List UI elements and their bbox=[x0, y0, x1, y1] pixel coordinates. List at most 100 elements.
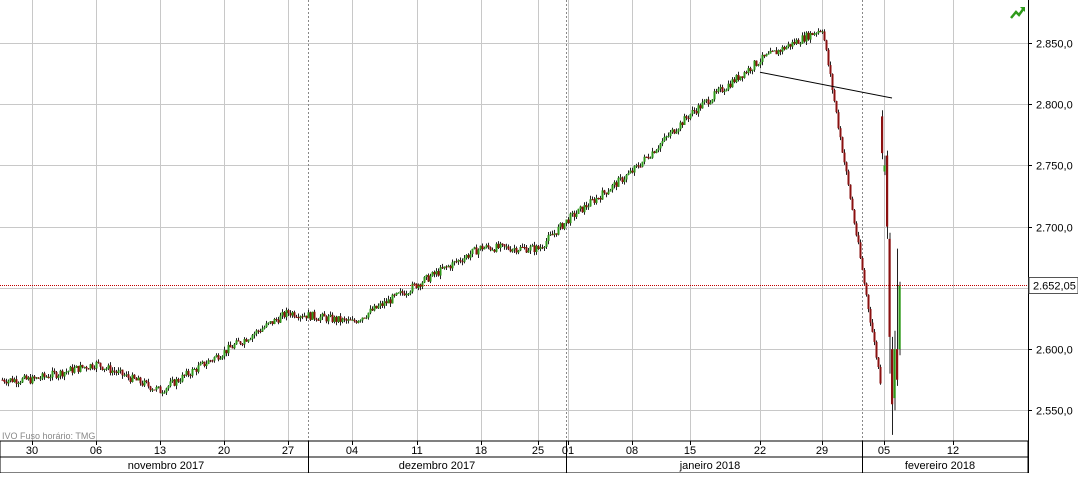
candle-body bbox=[41, 373, 44, 379]
candle-body bbox=[357, 320, 360, 323]
candle-body bbox=[765, 54, 768, 57]
candle-body bbox=[471, 248, 474, 255]
candle-body bbox=[651, 151, 654, 158]
candle-body bbox=[197, 365, 200, 372]
candle-body bbox=[421, 282, 424, 287]
candle-body bbox=[583, 205, 586, 213]
candle-body bbox=[243, 339, 246, 345]
candle-body bbox=[335, 316, 338, 322]
candle-body bbox=[485, 245, 488, 248]
candle-body bbox=[57, 375, 60, 378]
candle-body bbox=[393, 294, 396, 296]
candle-body bbox=[653, 151, 656, 154]
candle-body bbox=[35, 377, 38, 379]
candle-body bbox=[333, 316, 336, 322]
candle-body bbox=[7, 380, 10, 384]
candle-body bbox=[717, 88, 720, 92]
candle-body bbox=[299, 316, 302, 319]
candle-body bbox=[473, 247, 476, 249]
candle-body bbox=[533, 245, 536, 252]
candle-body bbox=[131, 374, 134, 382]
candle-body bbox=[691, 110, 694, 115]
candle-body bbox=[855, 223, 858, 236]
candle-body bbox=[479, 245, 482, 250]
candle-body bbox=[337, 316, 340, 322]
x-tick-label: 15 bbox=[684, 445, 696, 457]
candle-body bbox=[467, 255, 470, 258]
candle-body bbox=[137, 377, 140, 381]
timezone-info: IVO Fuso horário: TMG bbox=[2, 431, 95, 441]
candle-body bbox=[229, 344, 232, 348]
candle-body bbox=[561, 223, 564, 229]
candle-body bbox=[355, 321, 358, 323]
candle-body bbox=[77, 365, 80, 372]
candle-body bbox=[173, 379, 176, 386]
candle-body bbox=[701, 102, 704, 109]
candle-body bbox=[105, 368, 108, 370]
candle-body bbox=[711, 99, 714, 103]
candle-body bbox=[59, 370, 62, 376]
candle-body bbox=[817, 30, 820, 34]
y-tick-label: 2.600,0 bbox=[1036, 345, 1073, 357]
candle-body bbox=[367, 312, 370, 318]
candle-body bbox=[147, 382, 150, 387]
candle-body bbox=[687, 118, 690, 120]
candle-body bbox=[51, 370, 54, 378]
candle-body bbox=[177, 379, 180, 382]
candle-body bbox=[119, 369, 122, 371]
candle-body bbox=[675, 131, 678, 134]
x-tick-label: 25 bbox=[532, 445, 544, 457]
candle-body bbox=[223, 350, 226, 357]
candle-body bbox=[349, 319, 352, 321]
candle-body bbox=[153, 389, 156, 391]
candle-body bbox=[67, 371, 70, 373]
candle-body bbox=[703, 100, 706, 103]
candle-body bbox=[459, 260, 462, 262]
candle-body bbox=[15, 379, 18, 384]
candle-body bbox=[313, 311, 316, 319]
candle-body bbox=[407, 293, 410, 295]
candle-body bbox=[155, 387, 158, 390]
candle-body bbox=[233, 344, 236, 349]
candle-body bbox=[423, 276, 426, 283]
candle-body bbox=[557, 226, 560, 235]
candle-body bbox=[129, 377, 132, 382]
candle-body bbox=[801, 35, 804, 44]
candle-body bbox=[111, 370, 114, 373]
candle-body bbox=[679, 122, 682, 130]
candle-body bbox=[443, 266, 446, 269]
candle-body bbox=[633, 166, 636, 173]
candle-body bbox=[295, 316, 298, 318]
candle-body bbox=[449, 265, 452, 269]
candle-body bbox=[61, 370, 64, 377]
candle-body bbox=[659, 143, 662, 149]
candle-body bbox=[705, 99, 708, 101]
candle-body bbox=[683, 116, 686, 126]
candle-body bbox=[805, 32, 808, 42]
candle-body bbox=[581, 206, 584, 213]
candle-body bbox=[351, 319, 354, 321]
candle-body bbox=[607, 191, 610, 195]
candle-body bbox=[141, 383, 144, 386]
candle-body bbox=[121, 369, 124, 376]
candle-body bbox=[845, 162, 848, 172]
candle-body bbox=[729, 83, 732, 88]
candle-body bbox=[19, 382, 22, 384]
candle-body bbox=[97, 361, 100, 363]
candle-body bbox=[639, 166, 642, 168]
candle-series bbox=[1, 28, 901, 435]
candle-body bbox=[169, 381, 172, 386]
candle-body bbox=[439, 267, 442, 276]
candle-body bbox=[781, 46, 784, 52]
candle-body bbox=[493, 249, 496, 252]
candle-body bbox=[211, 360, 214, 362]
x-tick-label: 01 bbox=[562, 445, 574, 457]
candle-body bbox=[311, 311, 314, 320]
candle-body bbox=[747, 68, 750, 73]
candle-body bbox=[47, 376, 50, 379]
candle-body bbox=[775, 50, 778, 55]
candle-body bbox=[285, 310, 288, 318]
x-tick-label: 29 bbox=[816, 445, 828, 457]
candle-body bbox=[271, 321, 274, 325]
